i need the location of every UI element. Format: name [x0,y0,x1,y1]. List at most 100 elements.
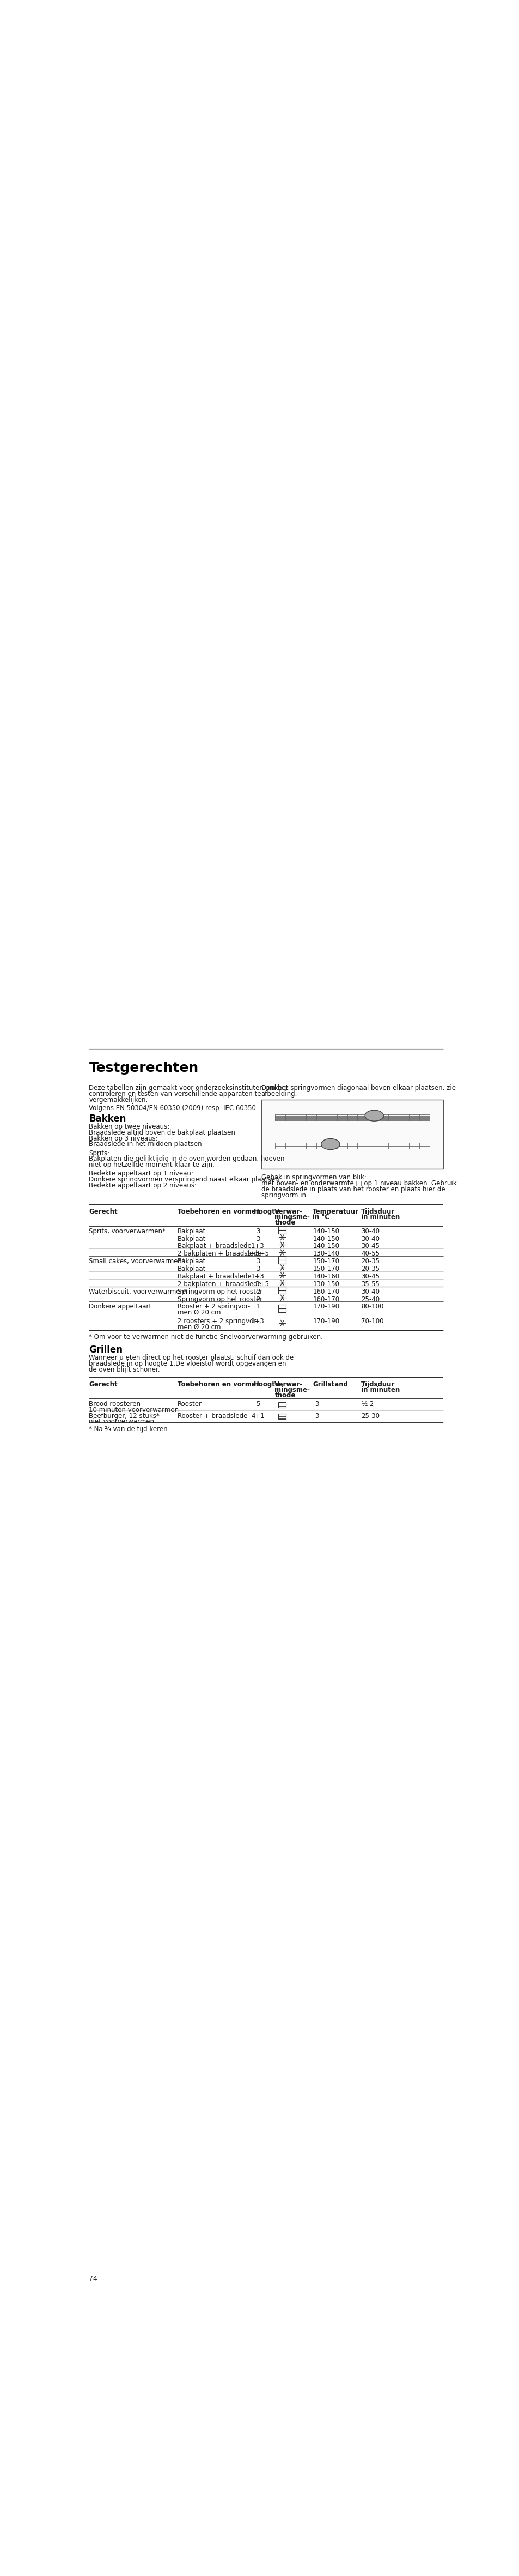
Text: controleren en testen van verschillende apparaten te: controleren en testen van verschillende … [89,1090,261,1097]
Text: afbeelding.: afbeelding. [261,1090,297,1097]
Text: met boven- en onderwarmte □ op 1 niveau bakken. Gebruik: met boven- en onderwarmte □ op 1 niveau … [261,1180,456,1188]
Bar [278,1414,286,1419]
Text: Bakplaat: Bakplaat [177,1229,206,1234]
Text: 30-40: 30-40 [361,1236,379,1242]
Text: 1+3: 1+3 [251,1242,264,1249]
Text: 40-55: 40-55 [361,1249,379,1257]
Text: Toebehoren en vormen: Toebehoren en vormen [177,1381,260,1388]
Text: Sprits, voorverwarmen*: Sprits, voorverwarmen* [89,1229,166,1234]
Bar [261,1100,443,1170]
Bar [278,1306,286,1311]
Text: 25-30: 25-30 [361,1412,379,1419]
Text: Bedekte appeltaart op 1 niveau:: Bedekte appeltaart op 1 niveau: [89,1170,193,1177]
Text: 3: 3 [315,1412,319,1419]
Text: Bakplaat + braadslede: Bakplaat + braadslede [177,1242,251,1249]
Text: Hoogte: Hoogte [253,1208,279,1216]
Text: 35-55: 35-55 [361,1280,379,1288]
Text: Gerecht: Gerecht [89,1381,117,1388]
Bar [278,1257,286,1265]
Text: 80-100: 80-100 [361,1303,384,1311]
Text: 140-150: 140-150 [312,1229,339,1234]
Text: Brood roosteren: Brood roosteren [89,1401,141,1406]
Bar [278,1226,286,1234]
Text: Braadslede altijd boven de bakplaat plaatsen: Braadslede altijd boven de bakplaat plaa… [89,1128,235,1136]
Text: de oven blijft schoner.: de oven blijft schoner. [89,1365,160,1373]
Text: Bakken: Bakken [89,1113,126,1123]
Text: Gerecht: Gerecht [89,1208,117,1216]
Text: ½-2: ½-2 [361,1401,374,1406]
Text: 1+3+5: 1+3+5 [246,1280,269,1288]
Text: 1+3+5: 1+3+5 [246,1249,269,1257]
Text: Temperatuur: Temperatuur [312,1208,359,1216]
Text: men Ø 20 cm: men Ø 20 cm [177,1309,221,1316]
Text: 160-170: 160-170 [312,1288,339,1296]
Text: 160-170: 160-170 [312,1296,339,1303]
Text: Tijdsduur: Tijdsduur [361,1381,395,1388]
Text: Springvorm op het rooster: Springvorm op het rooster [177,1288,263,1296]
Text: * Na ⅔ van de tijd keren: * Na ⅔ van de tijd keren [89,1425,168,1432]
Text: 5: 5 [255,1401,260,1406]
Bar [321,1144,339,1146]
Text: Tijdsduur: Tijdsduur [361,1208,395,1216]
Text: * Om voor te verwarmen niet de functie Snelvoorverwarming gebruiken.: * Om voor te verwarmen niet de functie S… [89,1334,323,1340]
Ellipse shape [364,1110,383,1121]
Text: Waterbiscuit, voorverwarmen*: Waterbiscuit, voorverwarmen* [89,1288,187,1296]
Text: 3: 3 [315,1401,319,1406]
Text: Bakplaat: Bakplaat [177,1257,206,1265]
Text: 1+3: 1+3 [251,1316,264,1324]
Text: mingsme-: mingsme- [275,1386,310,1394]
Text: Donkere springvormen diagonaal boven elkaar plaatsen, zie: Donkere springvormen diagonaal boven elk… [261,1084,455,1092]
Text: Springvorm op het rooster: Springvorm op het rooster [177,1296,263,1303]
Text: Gebak in springvormen van blik:: Gebak in springvormen van blik: [261,1175,366,1180]
Ellipse shape [321,1139,339,1149]
Text: Rooster: Rooster [177,1401,202,1406]
Text: thode: thode [275,1218,295,1226]
Text: Donkere springvormen verspringend naast elkaar plaatsen.: Donkere springvormen verspringend naast … [89,1177,281,1182]
Text: mingsme-: mingsme- [275,1213,310,1221]
Text: 2: 2 [255,1288,260,1296]
Text: Donkere appeltaart: Donkere appeltaart [89,1303,152,1311]
Text: 2 bakplaten + braadslede: 2 bakplaten + braadslede [177,1249,261,1257]
Text: Deze tabellen zijn gemaakt voor onderzoeksinstituten om het: Deze tabellen zijn gemaakt voor onderzoe… [89,1084,288,1092]
Text: 3: 3 [255,1257,260,1265]
Text: 20-35: 20-35 [361,1257,379,1265]
Text: 70-100: 70-100 [361,1316,384,1324]
Text: 3: 3 [255,1265,260,1273]
Text: 170-190: 170-190 [312,1303,339,1311]
Text: Braadslede in het midden plaatsen: Braadslede in het midden plaatsen [89,1141,202,1149]
Text: Small cakes, voorverwarmen*: Small cakes, voorverwarmen* [89,1257,185,1265]
Text: Rooster + 2 springvor-: Rooster + 2 springvor- [177,1303,250,1311]
Text: 150-170: 150-170 [312,1257,339,1265]
Text: in °C: in °C [312,1213,329,1221]
Text: Bakplaat: Bakplaat [177,1265,206,1273]
Text: Rooster + braadslede: Rooster + braadslede [177,1412,247,1419]
Text: Wanneer u eten direct op het rooster plaatst, schuif dan ook de: Wanneer u eten direct op het rooster pla… [89,1355,294,1363]
Text: 170-190: 170-190 [312,1316,339,1324]
Text: 30-40: 30-40 [361,1288,379,1296]
Text: 2 roosters + 2 springvor-: 2 roosters + 2 springvor- [177,1316,258,1324]
Text: Bedekte appeltaart op 2 niveaus:: Bedekte appeltaart op 2 niveaus: [89,1182,197,1190]
Text: in minuten: in minuten [361,1213,400,1221]
Text: Beefburger, 12 stuks*: Beefburger, 12 stuks* [89,1412,159,1419]
Text: in minuten: in minuten [361,1386,400,1394]
Text: 20-35: 20-35 [361,1265,379,1273]
Text: 1: 1 [255,1303,260,1311]
Text: springvorm in.: springvorm in. [261,1193,308,1198]
Text: Grillstand: Grillstand [312,1381,348,1388]
Bar [364,1115,383,1118]
Text: 140-160: 140-160 [312,1273,339,1280]
Text: Bakplaat + braadslede: Bakplaat + braadslede [177,1273,251,1280]
Text: braadslede in op hoogte 1.De vloeistof wordt opgevangen en: braadslede in op hoogte 1.De vloeistof w… [89,1360,286,1368]
Text: niet voorverwarmen: niet voorverwarmen [89,1419,154,1425]
Text: 150-170: 150-170 [312,1265,339,1273]
Text: 4+1: 4+1 [251,1412,264,1419]
Text: Sprits:: Sprits: [89,1149,110,1157]
Text: 130-140: 130-140 [312,1249,339,1257]
Text: 10 minuten voorverwarmen: 10 minuten voorverwarmen [89,1406,179,1414]
Text: 1+3: 1+3 [251,1273,264,1280]
Text: 30-40: 30-40 [361,1229,379,1234]
Text: Verwar-: Verwar- [275,1381,303,1388]
Text: 30-45: 30-45 [361,1273,379,1280]
Text: Bakken op 3 niveaus:: Bakken op 3 niveaus: [89,1136,158,1141]
Text: 2: 2 [255,1296,260,1303]
